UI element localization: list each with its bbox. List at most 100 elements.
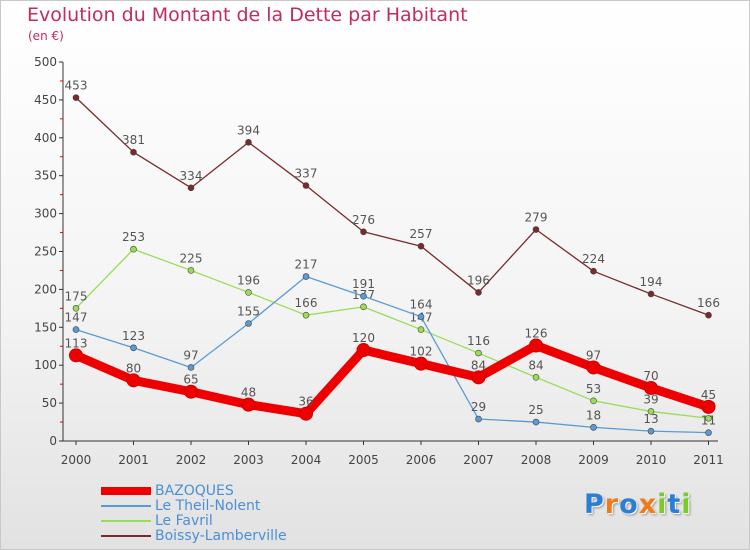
data-point	[187, 364, 195, 371]
y-tick-label: 500	[34, 55, 57, 69]
data-point	[475, 415, 482, 423]
x-tick-label: 2010	[636, 453, 667, 467]
legend-item: Le Favril	[101, 513, 287, 529]
data-point	[130, 148, 137, 156]
y-tick-label: 0	[49, 434, 57, 448]
series-line-0	[71, 340, 713, 419]
data-point	[187, 184, 195, 192]
data-point	[705, 429, 712, 436]
data-label: 217	[295, 258, 318, 272]
data-label: 164	[410, 298, 433, 312]
data-point	[245, 289, 252, 296]
data-label: 276	[352, 213, 375, 227]
data-label: 166	[697, 296, 720, 310]
legend-swatch	[101, 486, 151, 495]
data-point	[644, 380, 658, 395]
data-point	[69, 348, 83, 363]
series-line-1	[75, 275, 710, 434]
data-point	[130, 245, 137, 253]
data-label: 337	[295, 167, 318, 181]
data-point	[245, 320, 252, 327]
data-point	[647, 290, 655, 298]
logo-letter: i	[657, 489, 668, 520]
data-point	[475, 289, 482, 296]
y-tick-label: 100	[34, 358, 57, 372]
x-tick-label: 2005	[348, 453, 379, 467]
data-point	[471, 370, 486, 385]
data-label: 84	[471, 358, 486, 372]
data-label: 196	[467, 273, 490, 287]
series-line-2	[75, 248, 710, 419]
y-tick-label: 400	[34, 131, 57, 145]
data-label: 253	[122, 230, 145, 244]
x-tick-label: 2001	[118, 453, 149, 467]
chart-subtitle: (en €)	[28, 29, 64, 43]
y-tick-label: 150	[34, 320, 57, 334]
data-label: 453	[65, 79, 88, 93]
series-line-3	[75, 96, 710, 316]
data-label: 196	[237, 273, 260, 287]
data-label: 13	[643, 412, 658, 426]
data-point	[360, 228, 367, 236]
y-tick-label: 50	[42, 396, 57, 410]
data-point	[590, 424, 597, 431]
data-label: 175	[65, 289, 88, 303]
data-label: 53	[586, 382, 601, 396]
x-tick-label: 2011	[693, 453, 724, 467]
data-label: 147	[65, 311, 88, 325]
data-label: 194	[640, 275, 663, 289]
y-tick-label: 450	[34, 93, 57, 107]
data-point	[360, 292, 367, 300]
x-tick-label: 2006	[406, 453, 437, 467]
data-label: 84	[528, 358, 543, 372]
data-point	[414, 356, 428, 371]
data-point	[302, 311, 310, 319]
logo-letter: i	[681, 489, 692, 520]
data-label: 123	[122, 329, 145, 343]
data-point	[187, 267, 195, 274]
data-label: 394	[237, 123, 260, 137]
legend-label: BAZOQUES	[155, 482, 234, 499]
data-point	[72, 94, 80, 101]
data-label: 225	[180, 251, 203, 265]
data-label: 113	[65, 336, 88, 350]
y-tick-label: 300	[34, 207, 57, 221]
data-label: 39	[643, 392, 658, 406]
data-label: 257	[410, 227, 433, 241]
data-label: 18	[586, 408, 601, 422]
data-label: 334	[180, 169, 203, 183]
logo-letter: o	[619, 489, 639, 520]
data-point	[72, 326, 80, 333]
logo-letter: x	[638, 489, 658, 520]
data-point	[241, 397, 256, 412]
legend-swatch	[101, 519, 151, 522]
data-point	[532, 418, 540, 426]
legend-item: Le Theil-Nolent	[101, 497, 287, 514]
data-point	[417, 326, 425, 333]
data-point	[586, 360, 601, 375]
logo-letter: P	[584, 489, 605, 520]
data-label: 224	[582, 252, 605, 266]
data-label: 166	[295, 296, 318, 310]
data-label: 279	[525, 211, 548, 225]
data-label: 29	[471, 400, 486, 414]
data-point	[475, 349, 482, 357]
data-label: 48	[241, 386, 256, 400]
data-point	[705, 414, 712, 422]
legend-swatch	[101, 534, 151, 537]
data-point	[701, 399, 716, 414]
logo-letter: r	[604, 489, 620, 520]
data-point	[529, 338, 543, 353]
data-label: 97	[183, 348, 198, 362]
legend-label: Le Theil-Nolent	[155, 497, 261, 514]
data-point	[590, 397, 597, 405]
data-label: 70	[643, 369, 658, 383]
data-point	[302, 273, 310, 280]
data-point	[130, 344, 137, 352]
chart-title: Evolution du Montant de la Dette par Hab…	[27, 4, 468, 26]
data-point	[302, 182, 310, 189]
y-tick-label: 350	[34, 169, 57, 183]
data-label: 65	[183, 373, 198, 387]
data-point	[356, 343, 371, 358]
